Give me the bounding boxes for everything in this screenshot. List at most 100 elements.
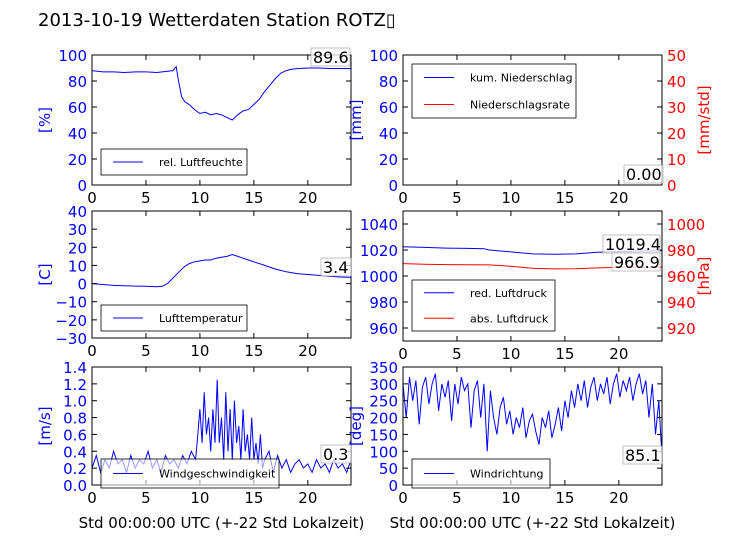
y2-tick-label-precipitation: 20: [667, 125, 686, 143]
x-tick-label-wind_direction: 20: [609, 489, 628, 507]
x-tick-label-pressure: 20: [609, 345, 628, 363]
y-tick-label-wind_speed: 0.6: [63, 426, 87, 444]
x-tick-label-wind_speed: 15: [244, 489, 263, 507]
y-tick-label-humidity: 60: [68, 99, 87, 117]
y2-tick-label-pressure: 960: [667, 268, 696, 286]
y-tick-label-wind_direction: 300: [369, 376, 398, 394]
legend-box-precipitation: [411, 63, 577, 119]
figure-title: 2013-10-19 Wetterdaten Station ROTZ▯: [38, 10, 396, 31]
x-tick-label-temperature: 5: [141, 342, 151, 360]
x-tick-label-temperature: 0: [87, 342, 97, 360]
y-tick-label-wind_speed: 0.2: [63, 460, 87, 478]
y-tick-label-wind_speed: 1.0: [63, 393, 87, 411]
y-tick-label-temperature: 10: [68, 257, 87, 275]
legend-label-pressure-0: red. Luftdruck: [470, 287, 547, 300]
x-tick-label-pressure: 15: [555, 345, 574, 363]
x-tick-label-humidity: 0: [87, 189, 97, 207]
x-tick-label-precipitation: 10: [501, 189, 520, 207]
y-axis-label-precipitation: [mm]: [347, 100, 365, 141]
y2-tick-label-pressure: 920: [667, 320, 696, 338]
axes-frame-humidity: [91, 54, 352, 186]
y2-tick-label-pressure: 1000: [667, 216, 705, 234]
x-tick-label-wind_direction: 10: [501, 489, 520, 507]
x-tick-label-wind_speed: 0: [87, 489, 97, 507]
value-box-precipitation-frame: [623, 164, 664, 184]
y-tick-label-precipitation: 20: [379, 151, 398, 169]
value-box-pressure-2: 966.9: [614, 253, 660, 272]
x-tick-label-pressure: 0: [398, 345, 408, 363]
y-tick-label-wind_direction: 50: [379, 460, 398, 478]
y-axis-label-wind_direction: [deg]: [347, 406, 365, 446]
y2-axis-label-precipitation: [mm/std]: [695, 85, 713, 154]
x-tick-label-wind_speed: 20: [298, 489, 317, 507]
y-tick-label-pressure: 1000: [360, 268, 398, 286]
series-line-temperature-0: [92, 253, 351, 288]
x-tick-label-humidity: 5: [141, 189, 151, 207]
y-tick-label-humidity: 80: [68, 73, 87, 91]
value-box-humidity-frame: [310, 47, 351, 67]
y-tick-label-wind_direction: 350: [369, 359, 398, 377]
x-tick-label-wind_speed: 5: [141, 489, 151, 507]
x-tick-label-temperature: 15: [244, 342, 263, 360]
x-tick-label-pressure: 5: [452, 345, 462, 363]
axes-frame-precipitation: [402, 54, 663, 186]
y2-tick-label-pressure: 980: [667, 242, 696, 260]
y-tick-label-pressure: 1020: [360, 242, 398, 260]
y2-axis-label-pressure: [hPa]: [695, 257, 713, 296]
x-tick-label-wind_direction: 5: [452, 489, 462, 507]
x-tick-label-wind_direction: 15: [555, 489, 574, 507]
x-tick-label-precipitation: 5: [452, 189, 462, 207]
series-line-wind_speed-0: [92, 379, 351, 475]
value-box-wind_direction: 85.1: [625, 446, 661, 465]
y2-tick-label-pressure: 940: [667, 294, 696, 312]
y-tick-label-precipitation: 40: [379, 125, 398, 143]
x-tick-label-wind_speed: 10: [190, 489, 209, 507]
y2-tick-label-precipitation: 10: [667, 151, 686, 169]
value-box-wind_speed-frame: [320, 444, 352, 464]
x-tick-label-humidity: 10: [190, 189, 209, 207]
value-box-temperature-frame: [320, 257, 352, 277]
legend-label-temperature-0: Lufttemperatur: [159, 312, 243, 325]
y-tick-label-pressure: 960: [369, 320, 398, 338]
legend-label-precipitation-1: Niederschlagsrate: [470, 99, 570, 112]
y-tick-label-wind_direction: 100: [369, 443, 398, 461]
y-tick-label-pressure: 1040: [360, 216, 398, 234]
y-tick-label-wind_direction: 0: [388, 477, 398, 495]
y-tick-label-wind_direction: 250: [369, 393, 398, 411]
y2-tick-label-precipitation: 50: [667, 47, 686, 65]
value-box-temperature: 3.4: [323, 258, 348, 277]
legend-label-pressure-1: abs. Luftdruck: [470, 312, 549, 325]
x-tick-label-precipitation: 0: [398, 189, 408, 207]
y-tick-label-temperature: −20: [55, 312, 87, 330]
y-tick-label-wind_speed: 1.4: [63, 359, 87, 377]
y-axis-label-temperature: [C]: [36, 263, 54, 285]
legend-box-pressure: [411, 279, 556, 332]
y-tick-label-humidity: 0: [77, 177, 87, 195]
y-tick-label-temperature: −30: [55, 330, 87, 348]
y-tick-label-temperature: 0: [77, 276, 87, 294]
y-tick-label-temperature: −10: [55, 294, 87, 312]
x-tick-label-humidity: 20: [298, 189, 317, 207]
legend-label-wind_speed-0: Windgeschwindigkeit: [159, 468, 276, 481]
series-line-humidity-0: [92, 65, 351, 121]
legend-label-wind_direction-0: Windrichtung: [470, 468, 543, 481]
y2-tick-label-precipitation: 40: [667, 73, 686, 91]
y-tick-label-pressure: 980: [369, 294, 398, 312]
y-tick-label-humidity: 40: [68, 125, 87, 143]
value-box-pressure-1: 1019.4: [605, 235, 661, 254]
value-box-precipitation: 0.00: [626, 165, 662, 184]
y-tick-label-wind_speed: 0.4: [63, 443, 87, 461]
x-tick-label-temperature: 20: [298, 342, 317, 360]
y-tick-label-temperature: 20: [68, 239, 87, 257]
y-axis-label-wind_speed: [m/s]: [36, 406, 54, 445]
y-tick-label-temperature: 40: [68, 203, 87, 221]
y2-tick-label-precipitation: 30: [667, 99, 686, 117]
legend-label-precipitation-0: kum. Niederschlag: [470, 72, 573, 85]
x-axis-label-wind_speed: Std 00:00:00 UTC (+-22 Std Lokalzeit): [79, 514, 365, 532]
y-tick-label-humidity: 100: [58, 47, 87, 65]
x-tick-label-humidity: 15: [244, 189, 263, 207]
series-line-wind_direction-0: [403, 373, 662, 457]
y-tick-label-wind_speed: 0.0: [63, 477, 87, 495]
